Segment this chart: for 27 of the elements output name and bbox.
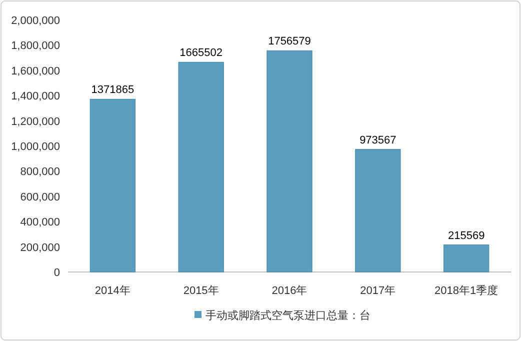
x-tick-label: 2017年 [360,285,396,297]
y-tick-label: 1,600,000 [11,65,60,78]
data-label: 1665502 [180,47,222,60]
data-label: 973567 [360,134,396,146]
bar [178,62,224,272]
x-tick-label: 2018年1季度 [434,284,498,297]
bar [266,50,312,272]
y-tick-label: 1,800,000 [11,40,60,52]
legend-label: 手动或脚踏式空气泵进口总量：台 [206,309,370,322]
x-tick-label: 2015年 [183,285,219,297]
x-tick-label: 2014年 [94,285,130,297]
y-tick-label: 800,000 [20,166,60,178]
x-tick-label: 2016年 [272,285,308,297]
bar [444,244,490,272]
data-label: 1756579 [268,36,311,48]
y-tick-label: 600,000 [20,191,60,204]
y-tick-label: 1,200,000 [11,116,60,128]
y-tick-label: 0 [54,267,60,279]
y-tick-label: 2,000,000 [11,15,60,27]
data-label: 1371865 [91,84,134,96]
y-tick-label: 400,000 [20,216,60,229]
bar [355,149,401,272]
data-label: 215569 [448,230,485,242]
y-tick-label: 1,000,000 [11,141,60,153]
y-tick-label: 1,400,000 [11,90,60,103]
bar [90,98,136,272]
y-tick-label: 200,000 [20,242,60,254]
